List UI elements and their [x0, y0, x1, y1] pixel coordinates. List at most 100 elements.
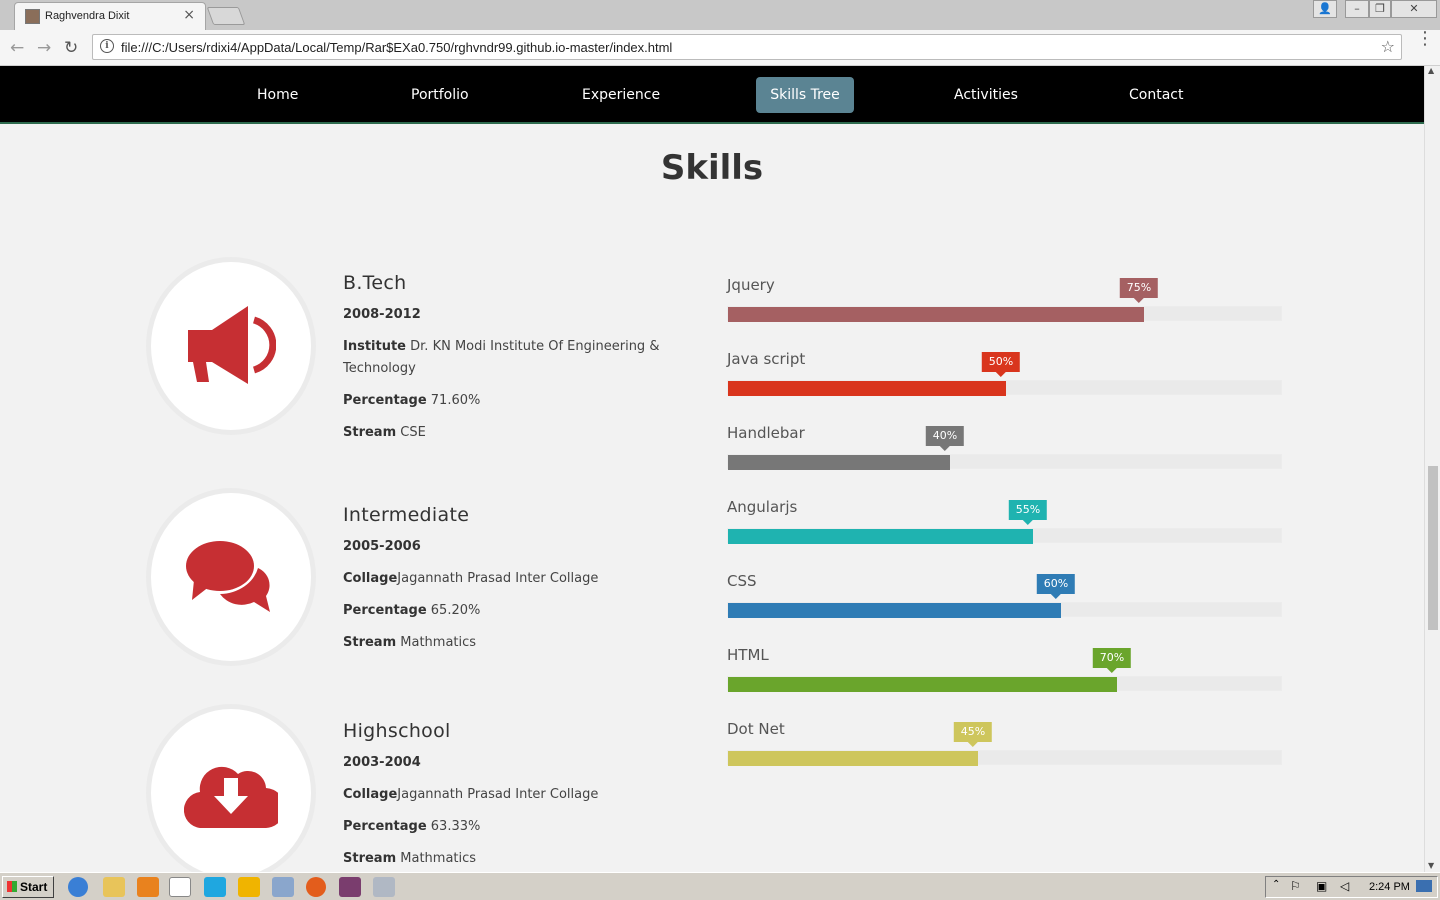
address-bar[interactable]: i file:///C:/Users/rdixi4/AppData/Local/…	[92, 34, 1402, 60]
show-desktop-icon[interactable]	[1416, 880, 1432, 892]
file-explorer-icon[interactable]	[103, 877, 125, 897]
nav-activities[interactable]: Activities	[954, 87, 1018, 103]
start-button[interactable]: Start	[2, 876, 54, 898]
education-icon-circle	[146, 488, 316, 666]
nav-skills-tree[interactable]: Skills Tree	[756, 77, 854, 113]
tab-title: Raghvendra Dixit	[45, 10, 130, 22]
stream-label: Stream	[343, 635, 397, 650]
institute-label: Collage	[343, 787, 398, 802]
bookmark-star-icon[interactable]: ☆	[1380, 37, 1395, 56]
skill-fill	[728, 677, 1117, 692]
menu-icon[interactable]: ⋮	[1416, 28, 1434, 49]
skill-track	[727, 676, 1282, 692]
institute-label: Collage	[343, 571, 398, 586]
scroll-up-icon[interactable]: ▲	[1428, 66, 1435, 75]
forward-icon[interactable]: →	[37, 38, 52, 58]
skill-fill	[728, 603, 1061, 618]
winrar-icon[interactable]	[339, 877, 361, 897]
percentage-label: Percentage	[343, 819, 427, 834]
education-entry: B.Tech 2008-2012 Institute Dr. KN Modi I…	[343, 272, 683, 444]
skype-icon[interactable]	[204, 877, 226, 897]
skill-track	[727, 380, 1282, 396]
skill-fill	[728, 307, 1144, 322]
skill-name: Jquery	[727, 276, 775, 294]
minimize-button[interactable]: –	[1345, 0, 1369, 18]
skill-bar: Java script 50%	[727, 350, 1282, 396]
app-icon[interactable]	[373, 877, 395, 897]
restore-button[interactable]: ❐	[1369, 0, 1391, 18]
info-icon[interactable]: i	[100, 39, 114, 53]
volume-icon[interactable]: ◁	[1340, 879, 1350, 893]
skill-name: Java script	[727, 350, 806, 368]
outlook-icon[interactable]	[238, 877, 260, 897]
close-tab-icon[interactable]: ×	[183, 7, 195, 23]
page-scrollbar[interactable]: ▲ ▼	[1424, 66, 1440, 872]
percentage-value: 71.60%	[426, 393, 481, 408]
education-icon-circle	[146, 257, 316, 435]
os-taskbar: Start ⌃ ⚐ ▣ ◁ 2:24 PM	[0, 872, 1440, 900]
institute-label: Institute	[343, 339, 407, 354]
skill-track	[727, 528, 1282, 544]
skill-bar: HTML 70%	[727, 646, 1282, 692]
education-years: 2003-2004	[343, 755, 421, 770]
firefox-icon[interactable]	[306, 877, 326, 897]
nav-contact[interactable]: Contact	[1129, 87, 1184, 103]
education-years: 2008-2012	[343, 307, 421, 322]
percentage-value: 63.33%	[426, 819, 481, 834]
skill-fill	[728, 381, 1006, 396]
stream-value: Mathmatics	[396, 851, 477, 866]
page-title: Skills	[660, 148, 764, 188]
skill-track	[727, 750, 1282, 766]
skill-fill	[728, 529, 1033, 544]
skill-fill	[728, 751, 978, 766]
stream-label: Stream	[343, 425, 397, 440]
scrollbar-thumb[interactable]	[1428, 466, 1438, 630]
clock[interactable]: 2:24 PM	[1369, 881, 1410, 893]
skill-track	[727, 602, 1282, 618]
skills-section: Skills B.Tech 2008-2012 Institute Dr. KN…	[0, 124, 1424, 872]
flag-icon[interactable]: ⚐	[1290, 879, 1301, 893]
education-years: 2005-2006	[343, 539, 421, 554]
media-player-icon[interactable]	[137, 877, 159, 897]
education-title: Intermediate	[343, 504, 470, 526]
close-window-button[interactable]: ✕	[1391, 0, 1437, 18]
nav-portfolio[interactable]: Portfolio	[411, 87, 469, 103]
reload-icon[interactable]: ↻	[64, 38, 79, 58]
browser-tab[interactable]: Raghvendra Dixit ×	[14, 2, 206, 30]
skill-percent-badge: 50%	[981, 352, 1021, 377]
internet-explorer-icon[interactable]	[68, 877, 88, 897]
skill-name: Handlebar	[727, 424, 805, 442]
skill-name: CSS	[727, 572, 757, 590]
nav-experience[interactable]: Experience	[582, 87, 661, 103]
profile-icon[interactable]: 👤	[1313, 0, 1337, 18]
skill-percent-badge: 70%	[1092, 648, 1132, 673]
site-navbar: Home Portfolio Experience Skills Tree Ac…	[0, 66, 1424, 124]
stream-value: CSE	[396, 425, 426, 440]
percentage-value: 65.20%	[426, 603, 481, 618]
skill-percent-badge: 55%	[1008, 500, 1048, 525]
skill-bar: CSS 60%	[727, 572, 1282, 618]
skill-bar: Handlebar 40%	[727, 424, 1282, 470]
browser-window: Raghvendra Dixit × 👤 – ❐ ✕ ← → ↻ i file:…	[0, 0, 1440, 66]
system-tray: ⌃ ⚐ ▣ ◁	[1265, 876, 1438, 898]
new-tab-button[interactable]	[206, 7, 246, 25]
skill-fill	[728, 455, 950, 470]
tray-expand-icon[interactable]: ⌃	[1272, 879, 1281, 890]
back-icon[interactable]: ←	[10, 38, 25, 58]
scroll-down-icon[interactable]: ▼	[1428, 861, 1435, 870]
network-tray-icon[interactable]: ▣	[1316, 879, 1328, 893]
institute-value: Jagannath Prasad Inter Collage	[397, 787, 599, 802]
institute-value: Dr. KN Modi Institute Of Engineering & T…	[343, 339, 660, 376]
network-icon[interactable]	[272, 877, 294, 897]
education-entry: Intermediate 2005-2006 CollageJagannath …	[343, 504, 683, 654]
browser-toolbar: ← → ↻ i file:///C:/Users/rdixi4/AppData/…	[0, 30, 1440, 66]
nav-home[interactable]: Home	[257, 87, 299, 103]
stream-label: Stream	[343, 851, 397, 866]
tab-strip: Raghvendra Dixit × 👤 – ❐ ✕	[0, 0, 1440, 30]
url-text[interactable]: file:///C:/Users/rdixi4/AppData/Local/Te…	[121, 40, 673, 55]
chrome-icon[interactable]	[169, 877, 191, 897]
skill-track	[727, 306, 1282, 322]
skill-bar: Jquery 75%	[727, 276, 1282, 322]
education-entry: Highschool 2003-2004 CollageJagannath Pr…	[343, 720, 683, 870]
skill-name: Angularjs	[727, 498, 798, 516]
